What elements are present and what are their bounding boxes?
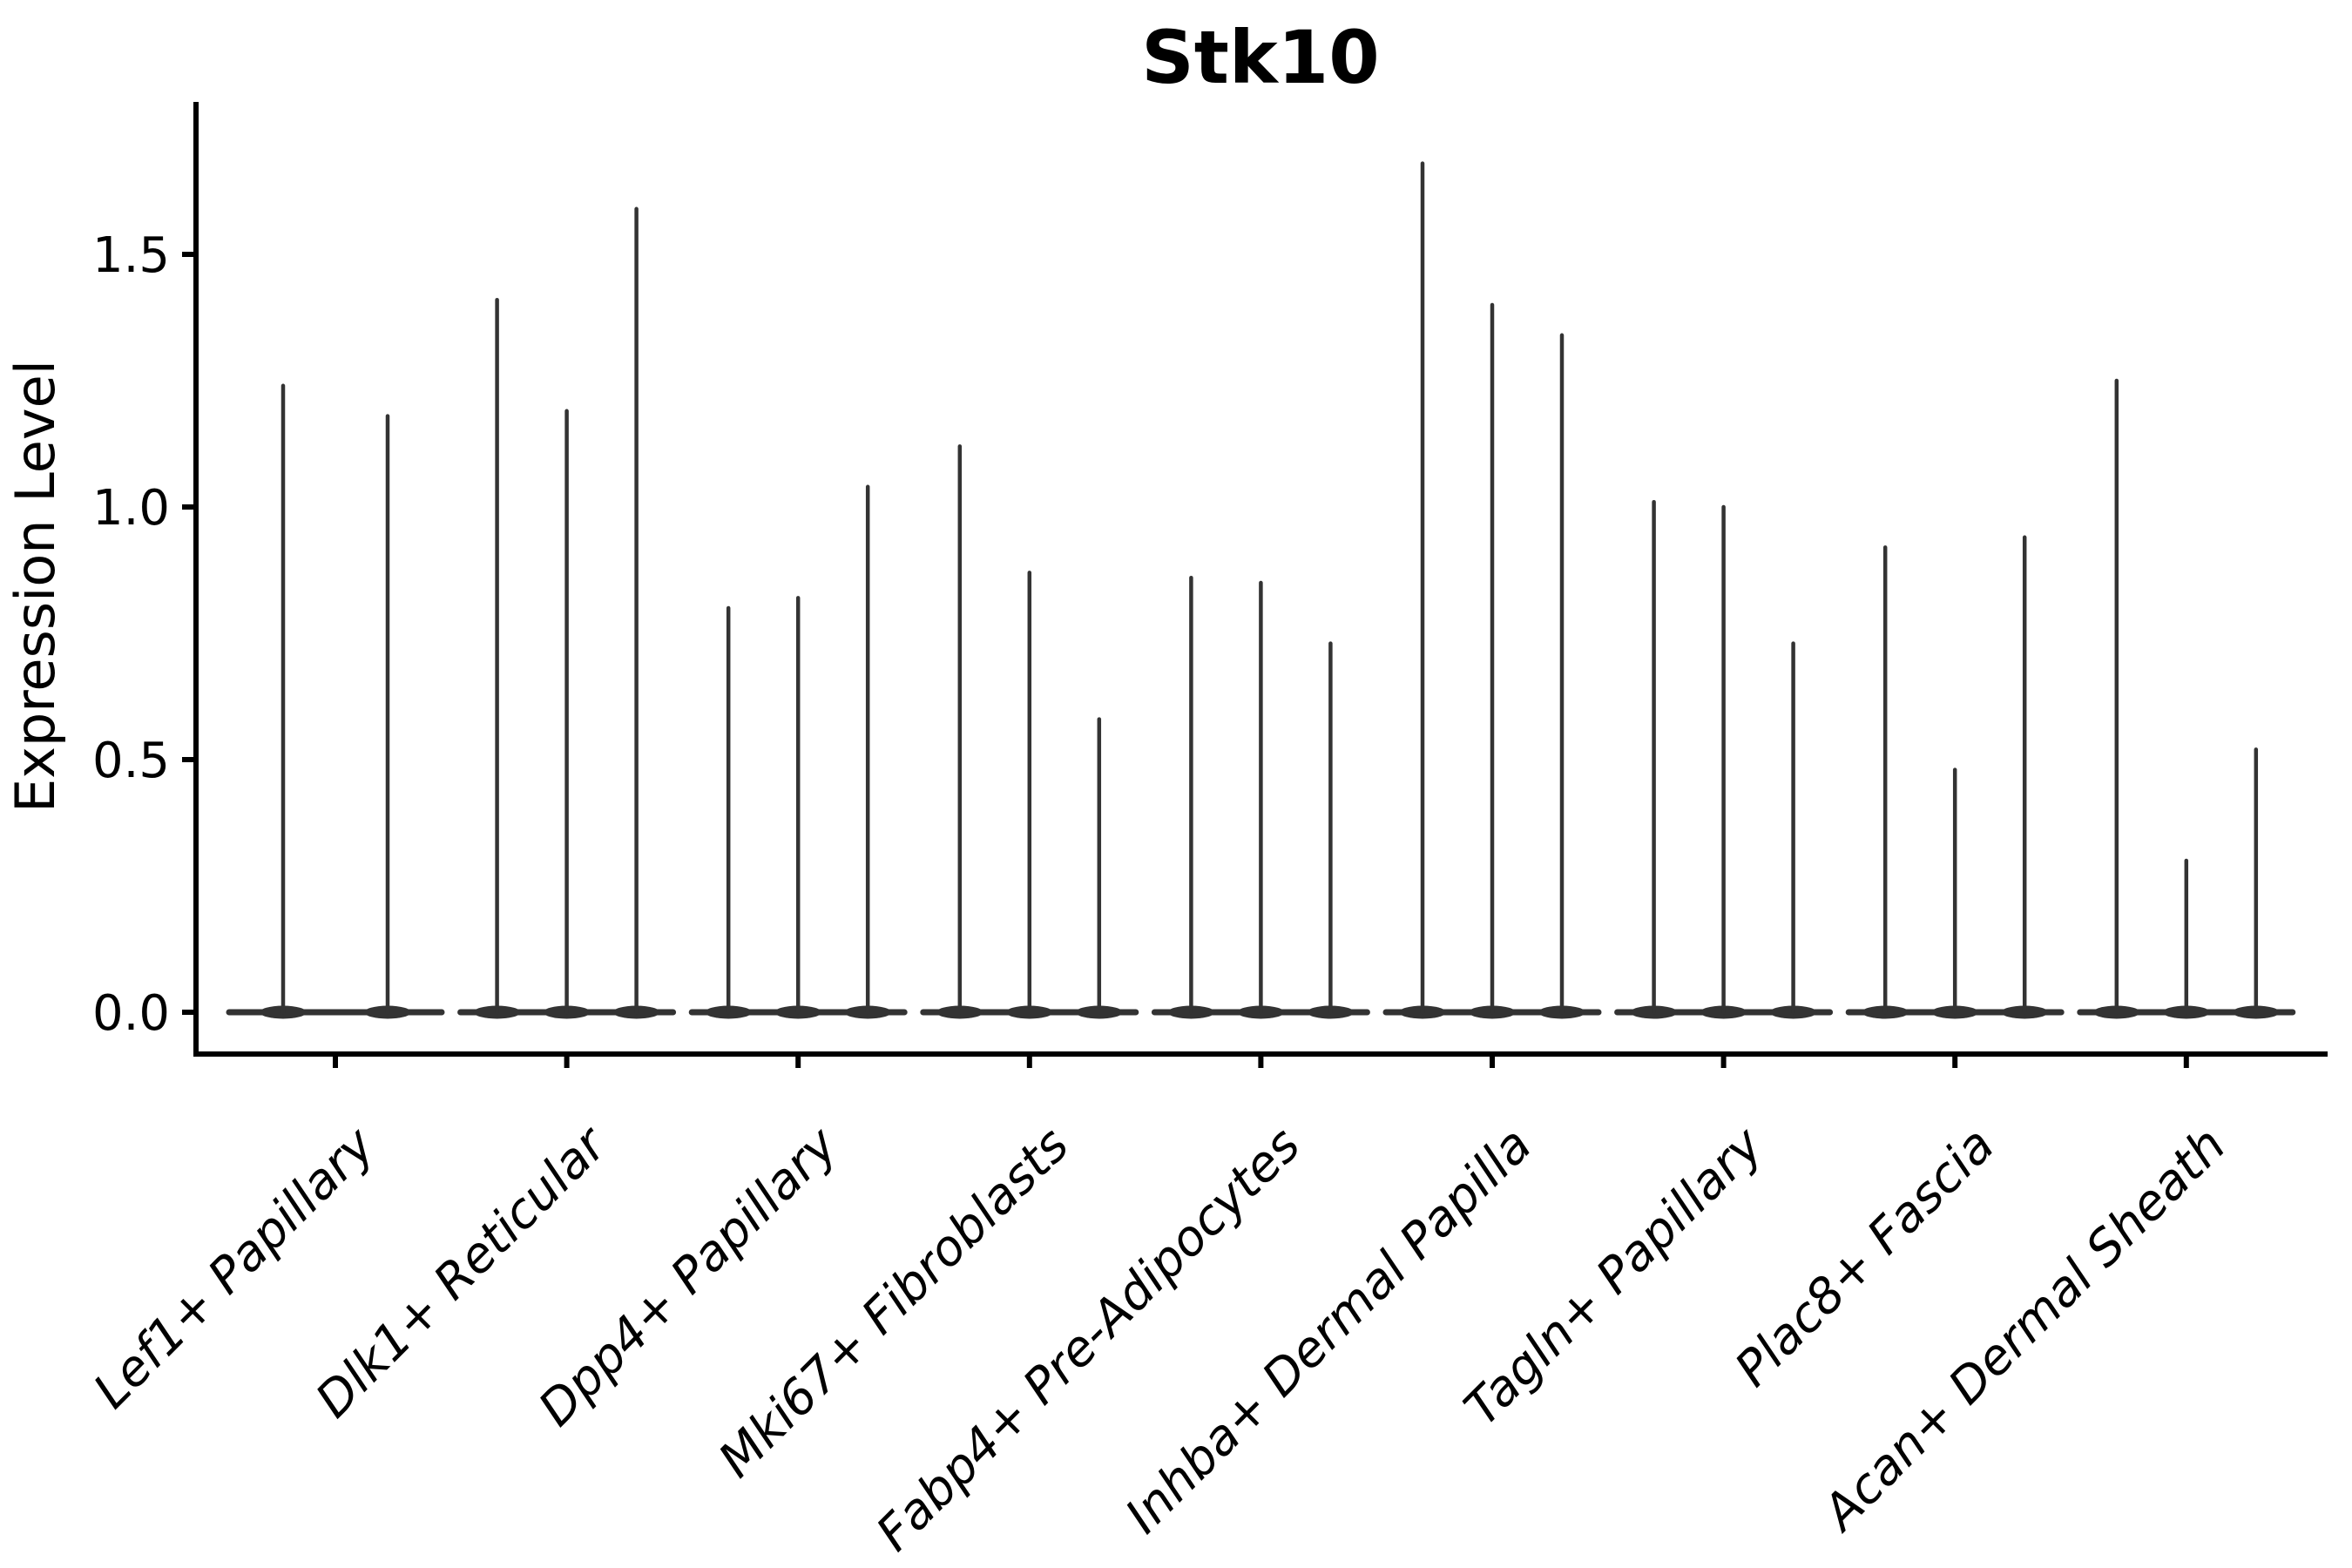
violin-group	[688, 484, 908, 1019]
violin-group	[1382, 161, 1602, 1019]
violin-group	[2077, 378, 2296, 1019]
violin-group	[1151, 575, 1370, 1019]
x-tick-label: Fabp4+ Pre-Adipocytes	[866, 1117, 1311, 1562]
y-tick-label: 0.5	[92, 733, 170, 789]
violin-group	[920, 444, 1139, 1019]
y-tick-label: 1.5	[92, 227, 170, 284]
violin-group	[457, 206, 677, 1019]
violin-group	[226, 383, 445, 1019]
x-tick-label: Acan+ Dermal Sheath	[1811, 1117, 2237, 1543]
chart-title: Stk10	[1141, 15, 1379, 100]
violin-group	[1614, 499, 1834, 1019]
violins	[226, 161, 2296, 1019]
violin-group	[1845, 535, 2065, 1019]
x-tick-label: Inhba+ Dermal Papilla	[1115, 1117, 1543, 1544]
y-axis: 0.0 0.5 1.0 1.5	[92, 102, 199, 1057]
y-tick-label: 1.0	[92, 480, 170, 537]
y-tick-label: 0.0	[92, 985, 170, 1042]
y-axis-label: Expression Level	[3, 360, 67, 813]
y-ticks: 0.0 0.5 1.0 1.5	[92, 227, 196, 1042]
